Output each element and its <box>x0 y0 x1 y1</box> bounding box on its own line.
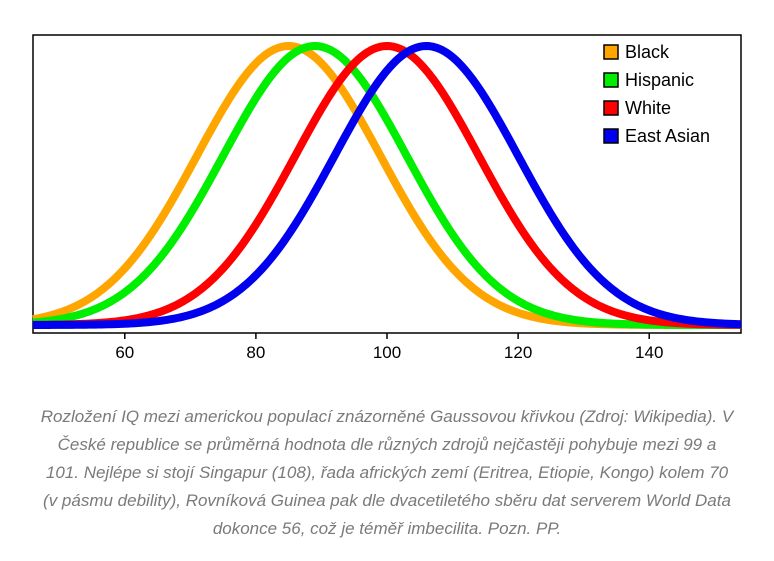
series-line-hispanic <box>32 42 742 329</box>
legend-swatch-east-asian <box>603 128 619 144</box>
legend-swatch-hispanic <box>603 72 619 88</box>
x-tick-label: 140 <box>635 343 663 362</box>
chart-figure: 60 80 100 120 140 Black Hispanic White East Asi… <box>32 34 742 362</box>
legend: Black Hispanic White East Asian <box>603 42 710 146</box>
x-tick-label: 100 <box>373 343 401 362</box>
legend-swatch-black <box>603 44 619 60</box>
iq-distribution-chart: 60 80 100 120 140 Black Hispanic White East Asi… <box>32 34 742 362</box>
legend-label-east-asian: East Asian <box>625 126 710 146</box>
x-tick-label: 60 <box>115 343 134 362</box>
x-tick-label: 80 <box>246 343 265 362</box>
legend-label-hispanic: Hispanic <box>625 70 694 90</box>
legend-label-white: White <box>625 98 671 118</box>
legend-label-black: Black <box>625 42 670 62</box>
series-line-east-asian <box>32 42 742 329</box>
x-tick-label: 120 <box>504 343 532 362</box>
series-line-white <box>32 42 742 329</box>
image-caption: Rozložení IQ mezi americkou populací zná… <box>40 407 734 538</box>
series-curves <box>32 42 742 329</box>
legend-swatch-white <box>603 100 619 116</box>
x-axis: 60 80 100 120 140 <box>115 333 663 362</box>
